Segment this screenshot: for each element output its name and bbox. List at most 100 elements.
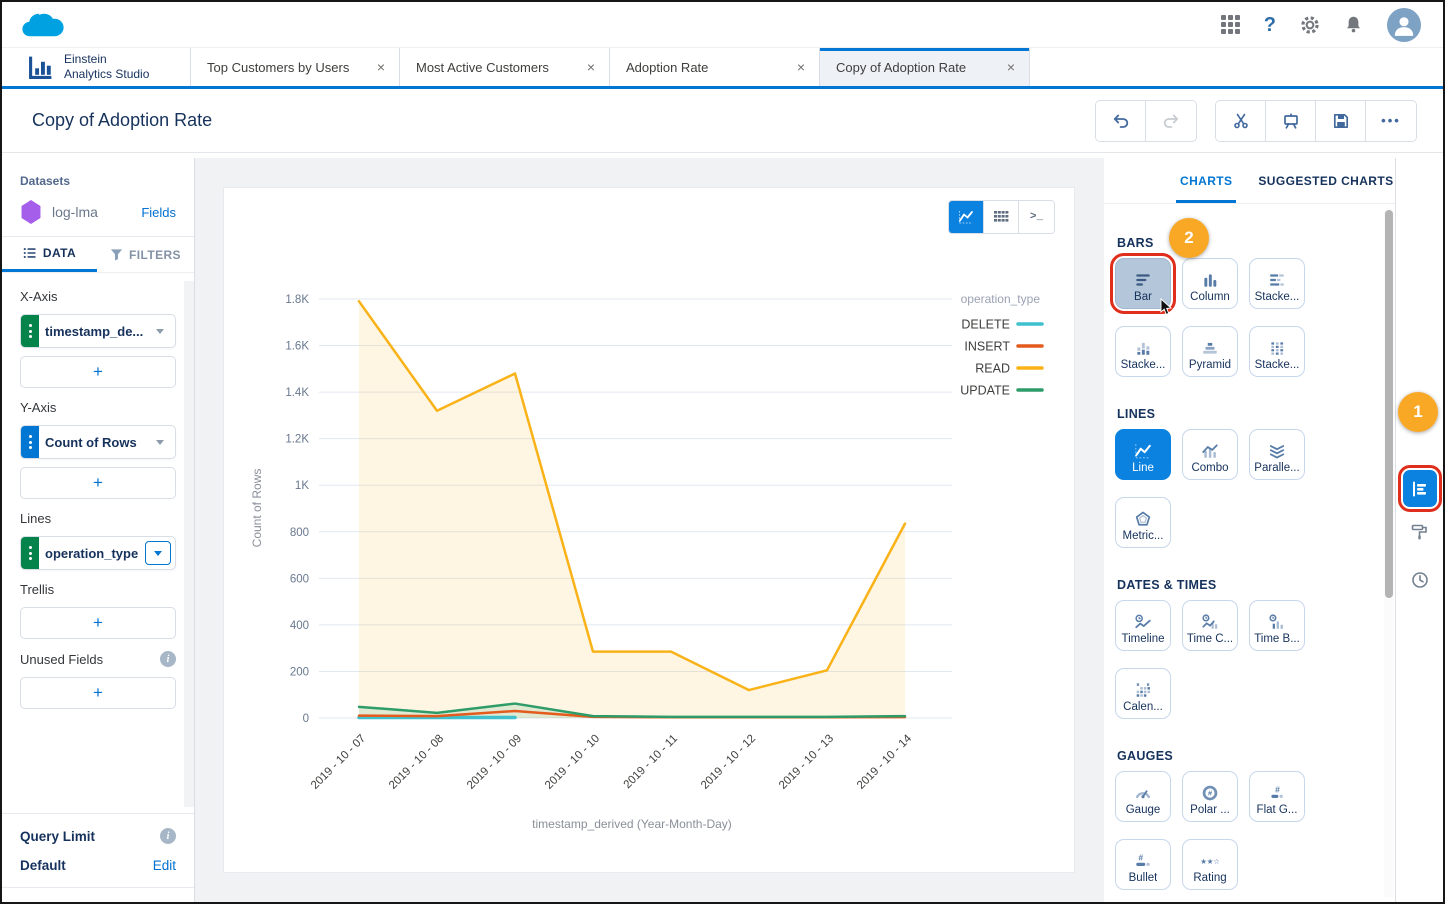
chart-type-stacke[interactable]: Stacke... (1249, 326, 1305, 377)
y-axis-field-label: Count of Rows (45, 434, 137, 450)
chevron-down-icon[interactable] (156, 439, 164, 445)
panel-scrollbar[interactable] (1384, 208, 1394, 898)
tile-label: Bar (1134, 291, 1152, 303)
info-icon[interactable]: i (160, 828, 176, 844)
y-axis-field-pill[interactable]: Count of Rows (20, 425, 176, 459)
undo-button[interactable] (1096, 100, 1146, 141)
bullet-icon: # (1136, 852, 1150, 866)
mouse-cursor-icon (1160, 298, 1173, 316)
analytics-studio-icon (29, 56, 52, 79)
drag-handle[interactable] (21, 537, 39, 569)
table-mode-button[interactable] (984, 201, 1019, 233)
chart-type-timeline[interactable]: Timeline (1115, 600, 1171, 651)
x-tick-label: 2019 - 10 - 09 (465, 733, 524, 792)
section-title-gauges: GAUGES (1117, 749, 1173, 763)
clip-scissors-button[interactable] (1216, 100, 1266, 141)
x-tick-label: 2019 - 10 - 11 (622, 733, 681, 792)
chart-type-column[interactable]: Column (1182, 258, 1238, 309)
line-icon (1135, 444, 1151, 459)
x-axis-field-pill[interactable]: timestamp_de... (20, 314, 176, 348)
unused-fields-add-button[interactable]: + (20, 677, 176, 709)
scrollbar-thumb[interactable] (1385, 210, 1393, 598)
x-axis-title: timestamp_derived (Year-Month-Day) (532, 817, 732, 831)
chart-type-paralle[interactable]: Paralle... (1249, 429, 1305, 480)
avatar[interactable] (1387, 7, 1421, 42)
series-area-read (359, 301, 905, 718)
chart-type-polar[interactable]: # Polar ... (1182, 771, 1238, 822)
chart-type-rating[interactable]: ★★☆ Rating (1182, 839, 1238, 890)
stacked-bar-icon (1270, 274, 1284, 286)
more-actions-button[interactable]: ••• (1366, 100, 1416, 141)
tab-close-icon[interactable]: × (376, 59, 385, 75)
y-axis-label: Y-Axis (20, 400, 57, 415)
redo-button[interactable] (1146, 100, 1196, 141)
drag-handle[interactable] (21, 426, 39, 458)
charts-rail-button[interactable] (1398, 465, 1442, 512)
bar-icon (1136, 274, 1150, 286)
dataset-hexagon-icon (21, 200, 41, 224)
tab-most-active-customers[interactable]: Most Active Customers × (400, 48, 610, 86)
panel-tab-suggested-charts[interactable]: SUGGESTED CHARTS (1258, 173, 1394, 188)
notifications-bell-icon[interactable] (1344, 15, 1363, 34)
chart-type-stacke[interactable]: Stacke... (1115, 326, 1171, 377)
tile-label: Polar ... (1190, 804, 1230, 816)
chart-type-combo[interactable]: Combo (1182, 429, 1238, 480)
y-tick-label: 1.8K (285, 294, 309, 306)
lines-field-pill[interactable]: operation_type (20, 536, 176, 570)
annotation-badge-2: 2 (1169, 218, 1209, 258)
y-axis-add-button[interactable]: + (20, 467, 176, 499)
field-menu-button[interactable] (145, 541, 171, 565)
clock-icon[interactable] (1411, 571, 1429, 589)
time-combo-icon (1202, 614, 1218, 629)
chart-type-calen[interactable]: Calen... (1115, 668, 1171, 719)
chart-mode-button[interactable] (949, 201, 984, 233)
svg-text:#: # (1275, 784, 1280, 794)
present-button[interactable] (1266, 100, 1316, 141)
tab-close-icon[interactable]: × (586, 59, 595, 75)
chevron-down-icon[interactable] (156, 328, 164, 334)
tab-copy-of-adoption-rate[interactable]: Copy of Adoption Rate × (820, 48, 1030, 86)
tile-label: Bullet (1128, 872, 1158, 884)
chart-type-line[interactable]: Line (1115, 429, 1171, 480)
formatting-roller-icon[interactable] (1411, 523, 1429, 541)
x-axis-add-button[interactable]: + (20, 356, 176, 388)
chart-type-time-c[interactable]: Time C... (1182, 600, 1238, 651)
tab-filters[interactable]: FILTERS (97, 237, 194, 272)
y-tick-label: 200 (290, 666, 309, 678)
toolbar: ••• (1095, 99, 1417, 142)
x-axis-field-label: timestamp_de... (45, 323, 144, 339)
sidebar-scrollbar[interactable] (184, 281, 194, 807)
timeline-icon (1135, 614, 1151, 629)
tab-adoption-rate[interactable]: Adoption Rate × (610, 48, 820, 86)
info-icon[interactable]: i (160, 651, 176, 667)
query-limit-edit-link[interactable]: Edit (152, 858, 176, 873)
tab-close-icon[interactable]: × (796, 59, 805, 75)
drag-handle[interactable] (21, 315, 39, 347)
chart-type-stacke[interactable]: Stacke... (1249, 258, 1305, 309)
svg-text:#: # (1138, 852, 1143, 862)
tab-data[interactable]: DATA (2, 237, 97, 272)
page-title: Copy of Adoption Rate (32, 110, 213, 130)
chart-type-gauge[interactable]: Gauge (1115, 771, 1171, 822)
chart-type-bar[interactable]: Bar 2 (1110, 218, 1209, 316)
help-icon[interactable]: ? (1263, 13, 1276, 36)
chart-type-metric[interactable]: Metric... (1115, 497, 1171, 548)
tab-top-customers-by-users[interactable]: Top Customers by Users × (190, 48, 400, 86)
panel-tab-charts[interactable]: CHARTS (1175, 158, 1237, 203)
y-tick-label: 0 (303, 713, 309, 725)
fields-link[interactable]: Fields (141, 204, 176, 220)
app-launcher-icon[interactable] (1220, 15, 1240, 34)
chart-type-time-b[interactable]: Time B... (1249, 600, 1305, 651)
filter-funnel-icon (110, 249, 123, 261)
chart-type-bullet[interactable]: # Bullet (1115, 839, 1171, 890)
trellis-add-button[interactable]: + (20, 607, 176, 639)
tile-label: Calen... (1123, 701, 1163, 713)
chart-type-flat-g[interactable]: # Flat G... (1249, 771, 1305, 822)
save-button[interactable] (1316, 100, 1366, 141)
sql-mode-button[interactable]: >_ (1019, 201, 1054, 233)
metrics-icon (1135, 511, 1151, 526)
chart-type-pyramid[interactable]: Pyramid (1182, 326, 1238, 377)
tile-grid-lines: Line Combo Paralle... Metric... (1115, 429, 1381, 548)
tab-close-icon[interactable]: × (1006, 59, 1015, 75)
setup-gear-icon[interactable] (1300, 15, 1320, 35)
